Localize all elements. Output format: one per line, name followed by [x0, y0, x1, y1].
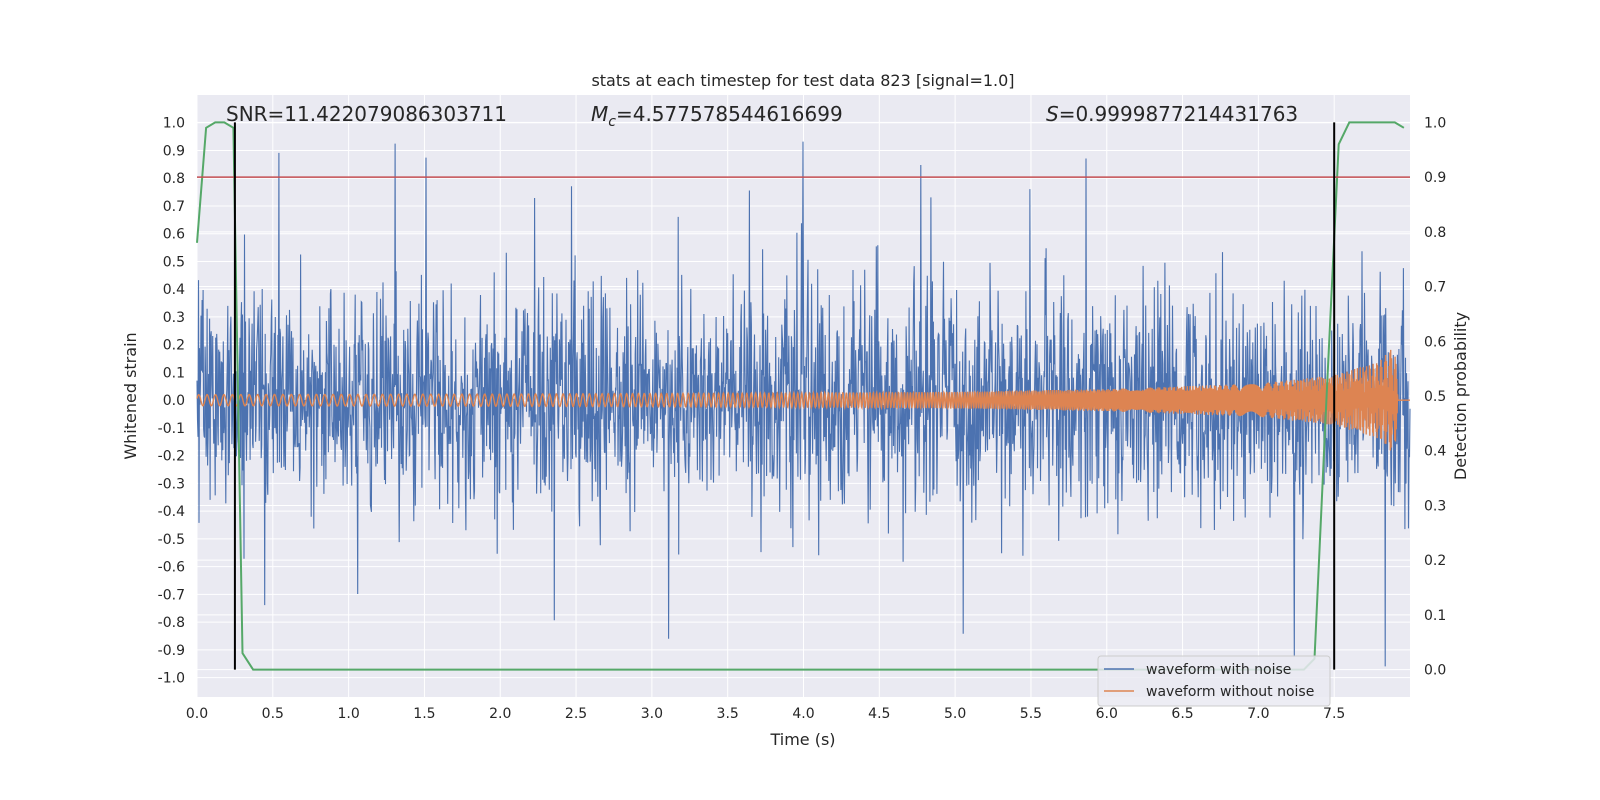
- noise-trace: [196, 141, 1411, 667]
- y2-tick-label: 0.3: [1424, 498, 1446, 514]
- x-tick-label: 7.0: [1247, 706, 1269, 722]
- x-tick-label: 0.0: [186, 706, 208, 722]
- y-tick-label: -1.0: [158, 671, 185, 687]
- probability-trace: [196, 121, 1405, 671]
- y-tick-label: -0.3: [158, 476, 185, 492]
- y-axis-ticks: 1.0 0.9 0.8 0.7 0.6 0.5 0.4 0.3 0.2 0.1 0.0 -0.1 -0.…: [158, 116, 185, 687]
- y-tick-label: 0.0: [163, 393, 185, 409]
- y-axis-label: Whitened strain: [121, 332, 140, 459]
- mc-value: =4.577578544616699: [616, 102, 843, 126]
- x-tick-label: 6.5: [1171, 706, 1193, 722]
- y2-tick-label: 0.8: [1424, 225, 1446, 241]
- y2-tick-label: 1.0: [1424, 115, 1446, 131]
- x-tick-label: 3.5: [717, 706, 739, 722]
- y-tick-label: -0.1: [158, 421, 185, 437]
- y2-tick-label: 0.2: [1424, 553, 1446, 569]
- y-tick-label: 0.1: [163, 365, 185, 381]
- y-tick-label: -0.6: [158, 560, 185, 576]
- y-tick-label: 0.2: [163, 338, 185, 354]
- legend: waveform with noise waveform without noi…: [1097, 655, 1331, 707]
- y2-tick-label: 0.5: [1424, 389, 1446, 405]
- x-tick-label: 2.0: [489, 706, 511, 722]
- y-tick-label: 0.8: [163, 171, 185, 187]
- legend-frame: [1097, 655, 1331, 707]
- series-detection-probability: [196, 121, 1405, 671]
- x-tick-label: 4.5: [868, 706, 890, 722]
- y2-tick-label: 0.4: [1424, 444, 1446, 460]
- chart-title: stats at each timestep for test data 823…: [591, 71, 1014, 90]
- x-tick-label: 2.5: [565, 706, 587, 722]
- x-tick-label: 5.0: [944, 706, 966, 722]
- x-tick-label: 1.5: [413, 706, 435, 722]
- series-waveform-without-noise: [196, 349, 1410, 451]
- clean-trace: [196, 349, 1410, 451]
- y2-tick-label: 0.6: [1424, 334, 1446, 350]
- y-tick-label: -0.7: [158, 587, 185, 603]
- y2-tick-label: 0.9: [1424, 170, 1446, 186]
- x-tick-label: 5.5: [1020, 706, 1042, 722]
- y-tick-label: -0.4: [158, 504, 185, 520]
- y2-tick-label: 0.1: [1424, 608, 1446, 624]
- event-markers: [233, 122, 1336, 670]
- snr-annotation: SNR=11.422079086303711: [226, 102, 507, 126]
- legend-label-noise: waveform with noise: [1146, 662, 1291, 678]
- x-tick-label: 4.0: [792, 706, 814, 722]
- x-axis-ticks: 0.0 0.5 1.0 1.5 2.0 2.5 3.0 3.5 4.0 4.5 5.0 5.5 6.0 6…: [186, 706, 1345, 722]
- y2-tick-label: 0.0: [1424, 663, 1446, 679]
- chirp-mass-annotation: Mc=4.577578544616699: [591, 102, 843, 130]
- y-tick-label: -0.2: [158, 449, 185, 465]
- y2-tick-label: 0.7: [1424, 280, 1446, 296]
- y-tick-label: 0.6: [163, 227, 185, 243]
- series-waveform-with-noise: [196, 141, 1411, 667]
- y2-axis-label: Detection probability: [1451, 312, 1470, 480]
- mc-subscript: c: [608, 114, 616, 130]
- x-tick-label: 3.0: [641, 706, 663, 722]
- mc-symbol: M: [591, 102, 608, 126]
- y-tick-label: 0.3: [163, 310, 185, 326]
- legend-label-clean: waveform without noise: [1146, 684, 1314, 700]
- y-tick-label: 0.5: [163, 254, 185, 270]
- x-tick-label: 6.0: [1096, 706, 1118, 722]
- x-tick-label: 1.0: [337, 706, 359, 722]
- x-tick-label: 0.5: [262, 706, 284, 722]
- y-tick-label: -0.9: [158, 643, 185, 659]
- y-tick-label: 0.7: [163, 199, 185, 215]
- x-axis-label: Time (s): [769, 730, 835, 749]
- s-value: =0.9999877214431763: [1059, 102, 1298, 126]
- y-tick-label: -0.8: [158, 615, 185, 631]
- statistic-annotation: S=0.9999877214431763: [1046, 102, 1298, 126]
- s-symbol: S: [1046, 102, 1059, 126]
- y-tick-label: 0.4: [163, 282, 185, 298]
- y2-axis-ticks: 1.0 0.9 0.8 0.7 0.6 0.5 0.4 0.3 0.2 0.1 0.0: [1424, 115, 1446, 678]
- x-tick-label: 7.5: [1323, 706, 1345, 722]
- y-tick-label: -0.5: [158, 532, 185, 548]
- y-tick-label: 1.0: [163, 116, 185, 132]
- y-tick-label: 0.9: [163, 143, 185, 159]
